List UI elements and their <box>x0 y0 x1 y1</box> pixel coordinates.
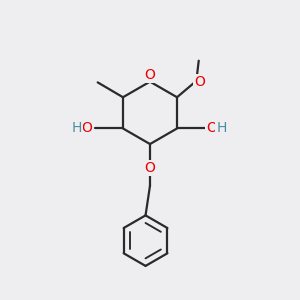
Text: O: O <box>145 68 155 82</box>
Text: O: O <box>145 161 155 175</box>
Text: O: O <box>194 75 205 89</box>
Text: H: H <box>216 122 227 136</box>
Text: O: O <box>81 122 92 136</box>
Text: O: O <box>206 122 217 136</box>
Text: H: H <box>71 122 82 136</box>
